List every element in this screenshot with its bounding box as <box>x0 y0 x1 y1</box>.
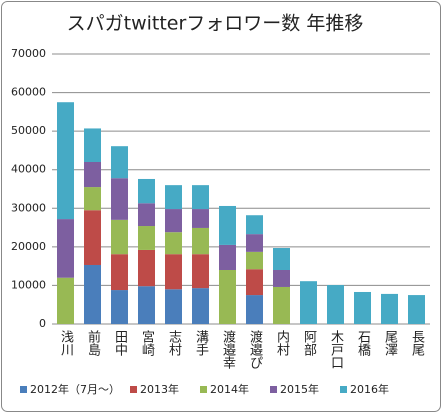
bar-segment <box>192 254 209 289</box>
bar-segment <box>273 270 290 287</box>
x-tick-label: 長尾 <box>409 330 425 357</box>
bar-segment <box>57 219 74 278</box>
bar-segment <box>246 251 263 270</box>
bar-segment <box>381 293 398 324</box>
bar-segment <box>165 254 182 290</box>
bar-segment <box>273 286 290 324</box>
legend-label: 2016年 <box>350 382 389 396</box>
bar-segment <box>165 209 182 233</box>
bar-segment <box>84 162 101 188</box>
bar-segment <box>138 249 155 287</box>
y-tick-label: 0 <box>39 317 46 330</box>
bar-segment <box>219 270 236 324</box>
bar-segment <box>111 178 128 220</box>
x-tick-label: 木戸口 <box>328 330 344 369</box>
bar-segment <box>84 210 101 265</box>
bar-segment <box>246 295 263 324</box>
y-tick-label: 70000 <box>11 47 46 60</box>
bar-segment <box>219 205 236 245</box>
x-tick-label: 石橋 <box>355 330 371 357</box>
bar-segment <box>165 232 182 255</box>
bar-segment <box>192 288 209 324</box>
x-tick-label: 田中 <box>112 330 127 356</box>
bar-segment <box>219 244 236 270</box>
bar-segment <box>138 286 155 324</box>
y-tick-label: 60000 <box>11 86 46 99</box>
x-tick-label: 宮崎 <box>139 329 155 356</box>
bar-segment <box>57 102 74 220</box>
bar-segment <box>138 178 155 204</box>
x-tick-label: 尾澤 <box>382 330 398 356</box>
y-tick-label: 40000 <box>11 163 46 176</box>
chart-title: スパガtwitterフォロワー数 年推移 <box>67 13 364 35</box>
bar-segment <box>57 277 74 324</box>
bar-segment <box>111 254 128 291</box>
x-tick-label: 前島 <box>85 329 101 356</box>
legend-swatch <box>270 386 277 393</box>
bar-segment <box>111 290 128 324</box>
legend-swatch <box>200 386 207 393</box>
legend-label: 2015年 <box>280 382 319 396</box>
x-tick-label: 渡邉幸 <box>220 329 236 370</box>
bar-segment <box>84 128 101 162</box>
bar-segment <box>192 209 209 228</box>
bar-segment <box>192 185 209 210</box>
bar-segment <box>84 264 101 324</box>
bar-segment <box>84 187 101 211</box>
bar-segment <box>408 295 425 324</box>
bar-segment <box>354 291 371 324</box>
x-tick-label: 渡邉ぴ <box>247 329 263 369</box>
legend-swatch <box>130 386 137 393</box>
x-tick-label: 内村 <box>274 329 290 356</box>
bar-segment <box>246 215 263 235</box>
x-tick-label: 溝手 <box>193 330 209 356</box>
legend-label: 2012年（7月～） <box>30 382 120 396</box>
bar-segment <box>138 203 155 227</box>
bar-segment <box>165 289 182 324</box>
bar-segment <box>246 234 263 252</box>
legend-label: 2013年 <box>140 382 179 396</box>
bar-segment <box>138 226 155 250</box>
bar-segment <box>192 227 209 255</box>
x-tick-label: 志村 <box>166 330 182 356</box>
bar-segment <box>273 248 290 270</box>
legend-swatch <box>20 386 27 393</box>
legend-swatch <box>340 386 347 393</box>
y-tick-label: 30000 <box>11 201 46 214</box>
legend-label: 2014年 <box>210 382 249 396</box>
y-tick-label: 20000 <box>11 240 46 253</box>
bar-segment <box>111 146 128 179</box>
bar-segment <box>246 269 263 296</box>
y-tick-label: 50000 <box>11 124 46 137</box>
bar-segment <box>300 281 317 324</box>
bar-segment <box>327 285 344 324</box>
x-tick-label: 阿部 <box>301 330 317 356</box>
y-tick-label: 10000 <box>11 278 46 291</box>
bar-segment <box>111 219 128 255</box>
x-tick-label: 浅川 <box>58 330 74 356</box>
bar-segment <box>165 185 182 210</box>
